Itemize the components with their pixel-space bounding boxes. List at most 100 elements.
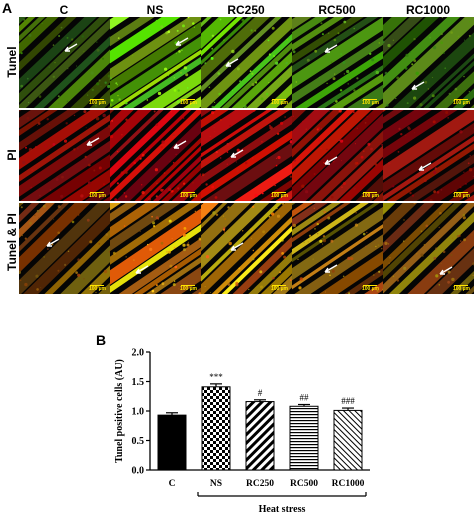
scale-bar-label: 100 µm [361,286,379,292]
column-label-c: C [59,3,69,17]
tissue-texture [383,203,474,294]
micrograph-0-2: 100 µm [201,17,292,108]
scale-bar-label: 100 µm [452,286,470,292]
tissue-texture [201,17,292,108]
y-tick-label: 0.5 [132,436,145,447]
tissue-texture [201,110,292,201]
significance-label: # [258,388,263,398]
y-tick-label: 1.5 [132,377,145,388]
scale-bar-label: 100 µm [270,286,288,292]
panel-b-label: B [96,332,107,348]
scale-bar: 100 µm [89,285,106,292]
tissue-texture [383,110,474,201]
significance-label: ### [341,396,355,406]
x-tick-label: RC250 [246,479,274,489]
micrograph-0-1: 100 µm [110,17,201,108]
group-label-heat-stress: Heat stress [259,504,306,515]
scale-bar: 100 µm [271,99,288,106]
arrow-marker-icon [230,149,244,158]
bar-c [157,414,187,471]
scale-bar-line [181,192,196,193]
arrow-marker-icon [173,140,187,149]
arrow-marker-icon [324,264,338,273]
x-tick-label: C [169,479,176,489]
arrow-marker-icon [135,265,149,274]
scale-bar: 100 µm [453,285,470,292]
arrow-marker-icon [225,58,239,67]
scale-bar-line [454,192,469,193]
scale-bar: 100 µm [89,99,106,106]
micrograph-1-0: 100 µm [19,110,110,201]
tissue-texture [110,17,201,108]
scale-bar: 100 µm [362,285,379,292]
y-axis-title: Tunel positive cells (AU) [114,359,125,463]
tissue-texture [201,203,292,294]
tissue-texture [292,17,383,108]
micrograph-1-2: 100 µm [201,110,292,201]
scale-bar-label: 100 µm [88,193,106,199]
column-label-rc250: RC250 [227,3,265,17]
arrow-marker-icon [64,43,78,52]
scale-bar-label: 100 µm [88,286,106,292]
y-tick-label: 2.0 [132,348,145,359]
scale-bar-label: 100 µm [361,100,379,106]
column-label-ns: NS [146,3,164,17]
column-label-rc1000: RC1000 [405,3,451,17]
scale-bar-line [272,99,287,100]
micrograph-1-1: 100 µm [110,110,201,201]
arrow-marker-icon [439,266,453,275]
micrograph-2-2: 100 µm [201,203,292,294]
tissue-texture [383,17,474,108]
column-label-rc500: RC500 [318,3,356,17]
scale-bar-line [454,99,469,100]
x-tick-label: RC1000 [332,479,365,489]
row-label-tunel: Tunel [5,46,19,78]
tissue-texture [292,203,383,294]
scale-bar: 100 µm [89,192,106,199]
x-tick-label: NS [210,479,222,489]
micrograph-2-0: 100 µm [19,203,110,294]
bar-rc500 [289,405,319,471]
micrograph-1-3: 100 µm [292,110,383,201]
scale-bar: 100 µm [180,99,197,106]
row-label-pi: PI [5,149,19,161]
tissue-texture [19,17,110,108]
scale-bar-line [272,285,287,286]
bar-ns [201,386,231,471]
scale-bar-label: 100 µm [179,100,197,106]
scale-bar-label: 100 µm [88,100,106,106]
bar-rc250 [245,401,275,471]
scale-bar-line [272,192,287,193]
x-tick-label: RC500 [290,479,318,489]
scale-bar-line [181,285,196,286]
arrow-marker-icon [324,156,338,165]
arrow-marker-icon [175,37,189,46]
arrow-marker-icon [418,162,432,171]
row-label-tunel-pi: Tunel & PI [5,213,19,271]
scale-bar-line [90,192,105,193]
scale-bar-line [90,285,105,286]
scale-bar-label: 100 µm [179,286,197,292]
scale-bar-line [363,99,378,100]
scale-bar-line [181,99,196,100]
scale-bar-line [363,285,378,286]
scale-bar-line [90,99,105,100]
arrow-marker-icon [411,81,425,90]
bar-rc1000 [333,409,363,471]
scale-bar: 100 µm [180,192,197,199]
scale-bar-line [363,192,378,193]
arrow-marker-icon [86,137,100,146]
significance-label: *** [209,372,223,382]
tissue-texture [110,110,201,201]
arrow-marker-icon [324,44,338,53]
micrograph-0-0: 100 µm [19,17,110,108]
tissue-texture [19,203,110,294]
scale-bar: 100 µm [362,192,379,199]
scale-bar: 100 µm [453,99,470,106]
micrograph-0-3: 100 µm [292,17,383,108]
tissue-texture [19,110,110,201]
scale-bar-label: 100 µm [452,193,470,199]
scale-bar-label: 100 µm [452,100,470,106]
scale-bar: 100 µm [271,285,288,292]
scale-bar: 100 µm [453,192,470,199]
